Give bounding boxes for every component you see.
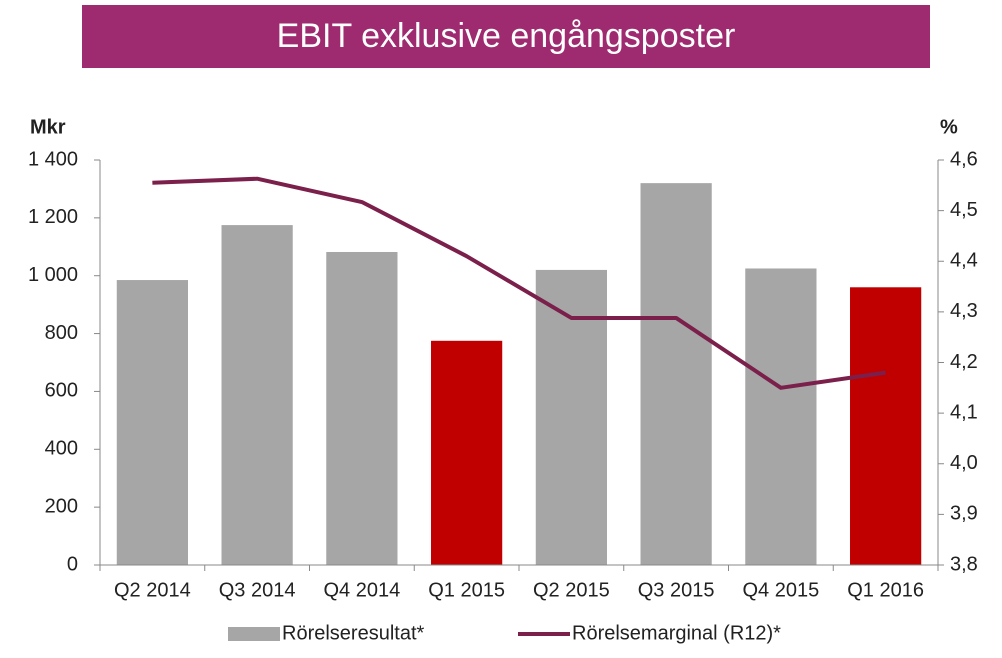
y2-tick-label: 4,1 (950, 401, 978, 423)
x-tick-label: Q1 2015 (428, 579, 505, 601)
x-tick-label: Q2 2014 (114, 579, 191, 601)
title-banner (82, 5, 930, 68)
y2-tick-label: 3,8 (950, 553, 978, 575)
y-tick-label: 600 (45, 380, 78, 402)
y2-tick-label: 4,5 (950, 199, 978, 221)
bar (640, 183, 712, 565)
y-tick-label: 800 (45, 322, 78, 344)
y2-tick-label: 4,4 (950, 250, 978, 272)
legend-label: Rörelseresultat* (282, 622, 425, 644)
y-tick-label: 200 (45, 495, 78, 517)
bar (850, 287, 922, 565)
x-tick-label: Q1 2016 (847, 579, 924, 601)
y-tick-label: 1 200 (28, 206, 78, 228)
y-axis-title: Mkr (30, 116, 66, 138)
line (152, 176, 886, 390)
y-tick-label: 1 400 (28, 148, 78, 170)
chart-title: EBIT exklusive engångsposter (277, 17, 736, 55)
legend-swatch (228, 627, 280, 641)
y-tick-label: 0 (67, 553, 78, 575)
y2-tick-label: 4,6 (950, 148, 978, 170)
bar (221, 225, 293, 565)
y2-tick-label: 4,3 (950, 300, 978, 322)
legend-label: Rörelsemarginal (R12)* (572, 622, 781, 644)
bar (326, 251, 398, 565)
x-tick-label: Q2 2015 (533, 579, 610, 601)
y2-tick-label: 4,0 (950, 452, 978, 474)
x-tick-label: Q3 2014 (219, 579, 296, 601)
bar (745, 268, 817, 565)
y-tick-label: 400 (45, 438, 78, 460)
y2-axis-title: % (940, 116, 958, 138)
y2-tick-label: 4,2 (950, 351, 978, 373)
x-tick-label: Q4 2015 (743, 579, 820, 601)
bar (535, 269, 607, 565)
bar (116, 280, 188, 565)
x-tick-label: Q3 2015 (638, 579, 715, 601)
bar (431, 340, 503, 565)
x-tick-label: Q4 2014 (324, 579, 401, 601)
y2-tick-label: 3,9 (950, 503, 978, 525)
y-tick-label: 1 000 (28, 264, 78, 286)
